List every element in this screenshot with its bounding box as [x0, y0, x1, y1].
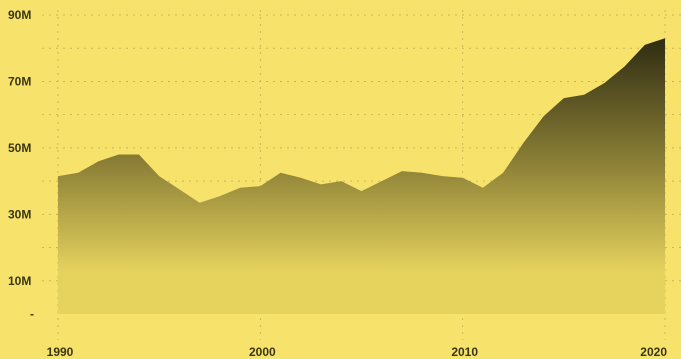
x-tick-label: 2010	[451, 345, 478, 359]
y-axis-ticks: 90M 70M 50M 30M 10M -	[8, 8, 34, 321]
y-tick-label: 70M	[8, 74, 31, 88]
y-tick-label: 90M	[8, 8, 31, 22]
y-tick-label: -	[30, 307, 34, 321]
x-tick-label: 2000	[249, 345, 276, 359]
y-tick-label: 50M	[8, 141, 31, 155]
x-tick-label: 1990	[47, 345, 74, 359]
area-series	[58, 38, 665, 315]
y-tick-label: 30M	[8, 207, 31, 221]
y-tick-label: 10M	[8, 274, 31, 288]
x-axis-ticks: 1990 2000 2010 2020	[47, 345, 668, 359]
x-tick-label: 2020	[640, 345, 667, 359]
